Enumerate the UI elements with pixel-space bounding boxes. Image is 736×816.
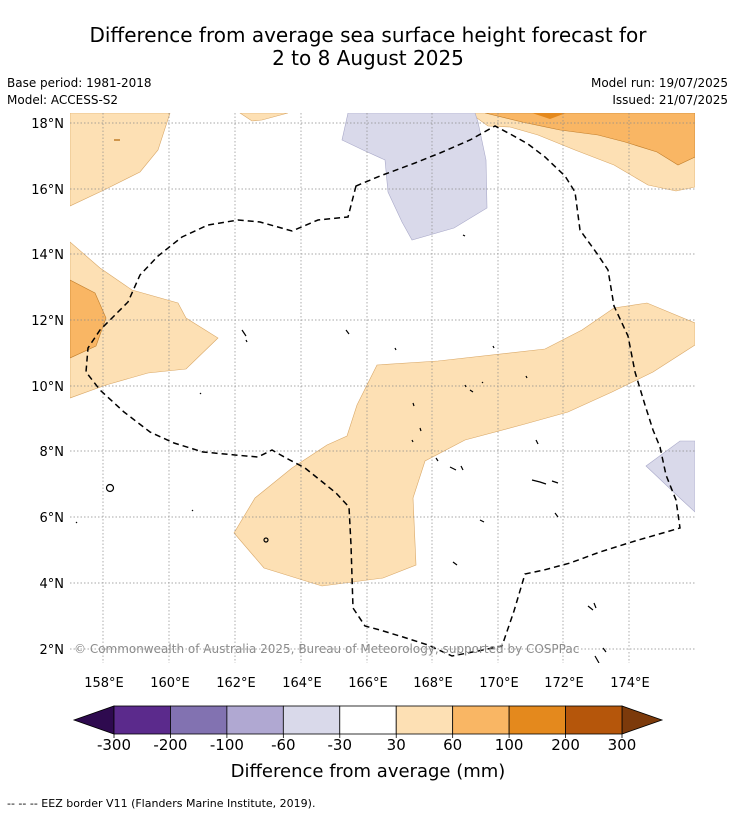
negative-anomaly-north xyxy=(341,113,488,241)
lon-label: 174°E xyxy=(610,676,650,691)
colorbar-over-arrow xyxy=(621,705,664,735)
lon-label: 158°E xyxy=(84,676,124,691)
colorbar-tick-label: -300 xyxy=(97,736,131,754)
positive-anomaly-band-central xyxy=(233,302,695,587)
colorbar-tick-label: -60 xyxy=(271,736,296,754)
colorbar-tick-label: 100 xyxy=(495,736,524,754)
colorbar-tick-label: 60 xyxy=(443,736,462,754)
colorbar-tick-label: 300 xyxy=(608,736,637,754)
issued-text: Issued: 21/07/2025 xyxy=(612,93,728,107)
lat-label: 6°N xyxy=(40,511,65,526)
copyright-notice: © Commonwealth of Australia 2025, Bureau… xyxy=(74,642,579,656)
colorbar-segment xyxy=(452,705,510,735)
lon-label: 170°E xyxy=(479,676,519,691)
model-text: Model: ACCESS-S2 xyxy=(7,93,119,107)
colorbar-under-arrow xyxy=(72,705,115,735)
colorbar-tick-label: 30 xyxy=(387,736,406,754)
lon-label: 164°E xyxy=(282,676,322,691)
lat-label: 2°N xyxy=(40,643,65,658)
lon-label: 160°E xyxy=(150,676,190,691)
colorbar: -300 -200 -100 -60 -30 30 60 100 200 300 xyxy=(72,705,664,754)
lat-label: 4°N xyxy=(40,577,65,592)
lat-label: 14°N xyxy=(31,248,64,263)
lat-label: 16°N xyxy=(31,183,64,198)
colorbar-segment xyxy=(226,705,284,735)
lon-label: 166°E xyxy=(348,676,388,691)
map-title-line1: Difference from average sea surface heig… xyxy=(89,23,647,47)
strong-positive-anomaly-northeast xyxy=(484,113,695,166)
colorbar-segment xyxy=(113,705,171,735)
lat-label: 18°N xyxy=(31,117,64,132)
colorbar-segment xyxy=(170,705,228,735)
colorbar-segment xyxy=(395,705,454,735)
eez-legend: -- -- -- EEZ border V11 (Flanders Marine… xyxy=(7,797,316,810)
colorbar-tick-label: -100 xyxy=(210,736,244,754)
colorbar-segment xyxy=(339,705,397,735)
lon-label: 172°E xyxy=(544,676,584,691)
longitude-labels: 158°E 160°E 162°E 164°E 166°E 168°E 170°… xyxy=(84,676,650,691)
base-period-text: Base period: 1981-2018 xyxy=(7,76,152,90)
colorbar-tick-label: -200 xyxy=(153,736,187,754)
strongest-positive-anomaly-northeast xyxy=(532,113,566,119)
colorbar-segment xyxy=(565,705,623,735)
negative-anomaly-east xyxy=(645,440,695,513)
colorbar-tick-label: 200 xyxy=(551,736,580,754)
gridlines xyxy=(70,113,695,663)
colorbar-segment xyxy=(282,705,341,735)
islands xyxy=(75,234,607,663)
lon-label: 168°E xyxy=(413,676,453,691)
strong-positive-anomaly-west xyxy=(70,279,107,359)
map-area: © Commonwealth of Australia 2025, Bureau… xyxy=(70,113,695,663)
colorbar-label: Difference from average (mm) xyxy=(230,761,506,782)
lat-label: 12°N xyxy=(31,314,64,329)
colorbar-tick-label: -30 xyxy=(328,736,353,754)
map-title-line2: 2 to 8 August 2025 xyxy=(272,46,464,70)
lon-label: 162°E xyxy=(216,676,256,691)
model-run-text: Model run: 19/07/2025 xyxy=(590,76,728,90)
colorbar-segment xyxy=(508,705,566,735)
latitude-labels: 18°N 16°N 14°N 12°N 10°N 8°N 6°N 4°N 2°N xyxy=(31,117,64,658)
lat-label: 10°N xyxy=(31,380,64,395)
lat-label: 8°N xyxy=(40,445,65,460)
positive-anomaly-north-small xyxy=(239,113,289,122)
positive-anomaly-northwest xyxy=(70,113,171,207)
eez-border xyxy=(85,125,681,657)
